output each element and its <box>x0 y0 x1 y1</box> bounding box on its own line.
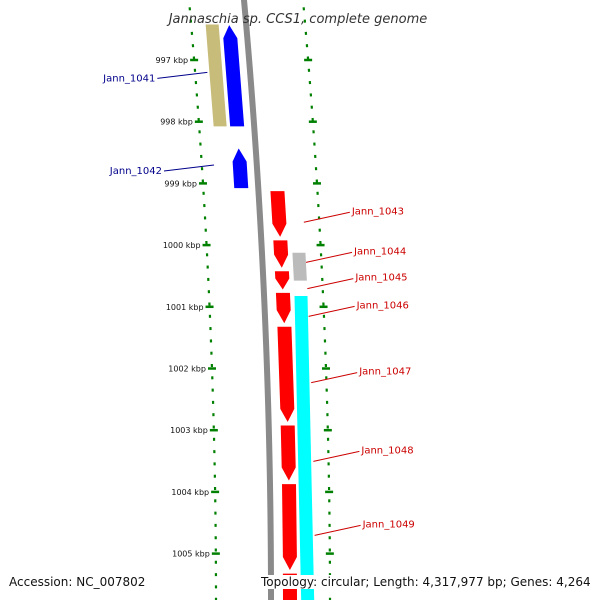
tick-label: 998 kbp <box>160 118 193 127</box>
gene-arrow[interactable] <box>274 291 292 326</box>
backbone-layer <box>240 0 274 600</box>
gene-label-leader <box>314 524 361 536</box>
gene-label[interactable]: Jann_1044 <box>353 246 406 257</box>
gene-label[interactable]: Jann_1041 <box>102 73 155 84</box>
gene-label-leader <box>305 251 353 263</box>
gene-label[interactable]: Jann_1045 <box>354 273 407 284</box>
gene-arrow[interactable] <box>272 239 290 270</box>
gene-label-leader <box>303 211 350 223</box>
gene-arrow[interactable] <box>276 325 296 425</box>
gene-label[interactable]: Jann_1042 <box>109 166 162 177</box>
tick-label: 999 kbp <box>164 179 197 188</box>
gene-label[interactable]: Jann_1046 <box>356 300 409 311</box>
gene-label[interactable]: Jann_1048 <box>360 445 413 456</box>
gene-label-leader <box>311 372 358 384</box>
gene-arrow[interactable] <box>269 190 288 239</box>
accession-text: Accession: NC_007802 <box>9 575 146 589</box>
gene-label[interactable]: Jann_1049 <box>362 519 415 530</box>
label-layer: Jann_1041 Jann_1042 Jann_1043 Jann_1044 Jann… <box>102 71 415 536</box>
gene-label-leader <box>157 71 208 79</box>
feature-band <box>293 295 316 600</box>
gene-label-leader <box>308 305 355 317</box>
gene-arrow[interactable] <box>273 270 291 292</box>
backbone-line <box>240 0 274 600</box>
tick-label: 1003 kbp <box>170 426 208 435</box>
feature-band <box>291 251 308 282</box>
gene-arrow[interactable] <box>280 483 298 573</box>
gene-arrow[interactable] <box>231 146 250 190</box>
tick-label: 1002 kbp <box>168 365 206 374</box>
tick-label: 1000 kbp <box>163 241 201 250</box>
map-title: Jannaschia sp. CCS1, complete genome <box>166 12 428 27</box>
topology-text: Topology: circular; Length: 4,317,977 bp… <box>261 575 591 589</box>
gene-label-leader <box>307 278 354 290</box>
ticks-layer: 997 kbp 998 kbp 999 kbp 1000 kbp 1001 kbp 100… <box>156 7 334 600</box>
feature-band <box>204 23 228 128</box>
tick-label: 1004 kbp <box>171 488 209 497</box>
gene-label-leader <box>163 164 215 172</box>
gene-label-leader <box>313 450 360 462</box>
tick-label: 1005 kbp <box>172 550 210 559</box>
gene-layer <box>222 22 298 600</box>
gene-arrow[interactable] <box>279 424 297 483</box>
tick-label: 997 kbp <box>156 56 189 65</box>
gene-label[interactable]: Jann_1047 <box>358 367 411 378</box>
gene-arrow[interactable] <box>222 22 246 128</box>
feature-layer <box>204 23 316 600</box>
tick-label: 1001 kbp <box>166 303 204 312</box>
gene-label[interactable]: Jann_1043 <box>351 206 404 217</box>
